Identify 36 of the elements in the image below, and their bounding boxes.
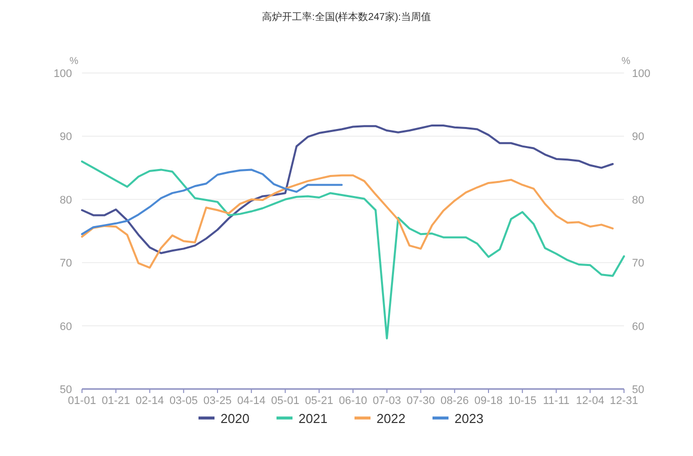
y2-axis-title: % bbox=[622, 56, 631, 67]
chart-title: 高炉开工率:全国(样本数247家):当周值 bbox=[262, 11, 431, 23]
y-tick-label: 80 bbox=[60, 194, 72, 206]
y2-tick-label: 80 bbox=[632, 194, 644, 206]
y2-tick-label: 70 bbox=[632, 258, 644, 270]
legend-label: 2022 bbox=[376, 411, 406, 426]
y-tick-label: 100 bbox=[54, 68, 72, 80]
x-tick-label: 05-01 bbox=[271, 395, 300, 407]
y-axis-title: % bbox=[70, 56, 79, 67]
x-tick-label: 11-11 bbox=[542, 395, 570, 407]
x-tick-label: 12-04 bbox=[576, 395, 604, 407]
x-tick-label: 07-30 bbox=[406, 395, 435, 407]
legend-label: 2020 bbox=[220, 411, 250, 426]
y-tick-label: 70 bbox=[60, 258, 72, 270]
y2-tick-label: 60 bbox=[632, 320, 644, 333]
y-tick-label: 90 bbox=[60, 131, 72, 144]
legend-label: 2023 bbox=[454, 411, 484, 426]
y2-tick-label: 90 bbox=[632, 131, 644, 144]
x-tick-label: 07-03 bbox=[372, 395, 401, 407]
legend-label: 2021 bbox=[298, 411, 328, 426]
x-tick-label: 03-25 bbox=[203, 395, 232, 407]
x-tick-label: 09-18 bbox=[474, 395, 503, 407]
x-tick-label: 01-01 bbox=[68, 395, 96, 407]
x-tick-label: 10-15 bbox=[508, 395, 536, 407]
x-tick-label: 02-14 bbox=[136, 395, 164, 407]
x-tick-label: 03-05 bbox=[170, 395, 198, 407]
y-tick-label: 60 bbox=[60, 320, 72, 333]
x-tick-label: 06-10 bbox=[338, 395, 368, 407]
x-tick-label: 04-14 bbox=[237, 395, 266, 407]
x-tick-label: 05-21 bbox=[305, 395, 334, 407]
x-tick-label: 12-31 bbox=[610, 395, 638, 407]
x-tick-label: 01-21 bbox=[102, 395, 130, 407]
y2-tick-label: 50 bbox=[632, 384, 644, 396]
y-tick-label: 50 bbox=[60, 384, 72, 396]
x-tick-label: 08-26 bbox=[440, 395, 469, 407]
y2-tick-label: 100 bbox=[632, 68, 650, 80]
